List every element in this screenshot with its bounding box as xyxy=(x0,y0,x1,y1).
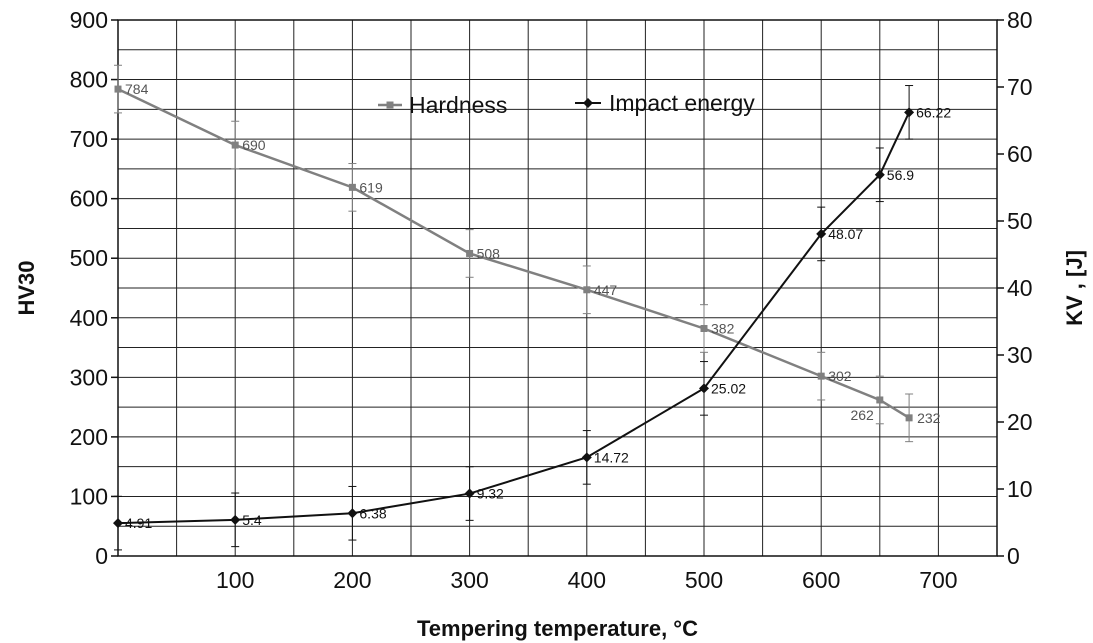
hardness-marker xyxy=(583,286,591,294)
impact-energy-data-label: 48.07 xyxy=(828,226,863,242)
x-tick-label: 400 xyxy=(568,567,606,593)
y-right-tick-label: 20 xyxy=(1007,409,1033,435)
x-tick-labels: 100 200 300 400 500 600 700 xyxy=(216,567,958,593)
y-right-tick-label: 10 xyxy=(1007,476,1033,502)
hardness-marker xyxy=(817,372,825,380)
impact-energy-marker xyxy=(904,107,915,118)
y-right-tick-label: 80 xyxy=(1007,7,1033,33)
hardness-data-label: 447 xyxy=(594,282,618,298)
y-left-tick-label: 900 xyxy=(70,7,108,33)
hardness-marker xyxy=(876,396,884,404)
x-axis-title: Tempering temperature, °C xyxy=(417,616,698,641)
series-markers xyxy=(113,85,915,529)
hardness-data-label: 508 xyxy=(477,245,501,261)
impact-energy-data-label: 25.02 xyxy=(711,380,746,396)
hardness-data-label: 232 xyxy=(917,410,941,426)
hardness-marker xyxy=(114,85,122,93)
series-lines xyxy=(117,87,911,525)
y-left-tick-label: 700 xyxy=(70,126,108,152)
hardness-marker xyxy=(231,141,239,149)
x-tick-label: 100 xyxy=(216,567,254,593)
y-left-tick-label: 200 xyxy=(70,424,108,450)
y-left-tick-label: 600 xyxy=(70,186,108,212)
y-left-tick-label: 300 xyxy=(70,364,108,390)
hardness-data-label: 784 xyxy=(125,81,149,97)
y-right-tick-labels: 0 10 20 30 40 50 60 70 80 xyxy=(997,7,1033,569)
y-left-tick-label: 400 xyxy=(70,305,108,331)
impact-energy-marker xyxy=(230,514,241,525)
x-tick-label: 500 xyxy=(685,567,723,593)
impact-energy-data-label: 4.91 xyxy=(125,515,152,531)
legend-hardness-marker xyxy=(386,101,394,109)
y-left-axis-title: HV30 xyxy=(14,260,39,315)
hardness-data-label: 302 xyxy=(828,368,852,384)
x-tick-label: 700 xyxy=(919,567,957,593)
hardness-data-label: 619 xyxy=(359,179,383,195)
impact-energy-marker xyxy=(874,169,885,180)
hardness-marker xyxy=(700,324,708,332)
impact-energy-data-label: 6.38 xyxy=(359,505,386,521)
legend-hardness-label: Hardness xyxy=(409,92,507,118)
hardness-line xyxy=(117,87,910,419)
y-right-tick-label: 30 xyxy=(1007,342,1033,368)
data-labels: 784 690 619 508 447 382 302 262 232 4.91 5.4 6.38 9.… xyxy=(125,81,951,531)
y-right-axis-title: KV , [J] xyxy=(1062,250,1087,326)
hardness-data-label: 690 xyxy=(242,137,266,153)
y-right-tick-label: 70 xyxy=(1007,74,1033,100)
hardness-data-label: 382 xyxy=(711,320,735,336)
hardness-marker xyxy=(466,249,474,257)
impact-energy-data-label: 9.32 xyxy=(477,486,504,502)
hardness-marker xyxy=(348,183,356,191)
impact-energy-marker xyxy=(113,518,123,529)
legend: Hardness Impact energy xyxy=(378,90,755,118)
y-right-tick-label: 60 xyxy=(1007,141,1033,167)
impact-energy-data-label: 14.72 xyxy=(594,449,629,465)
error-bars xyxy=(114,64,914,551)
y-left-tick-label: 100 xyxy=(70,483,108,509)
impact-energy-marker xyxy=(581,452,592,463)
y-left-tick-label: 500 xyxy=(70,245,108,271)
impact-energy-marker xyxy=(347,508,358,519)
x-tick-label: 200 xyxy=(333,567,371,593)
impact-energy-data-label: 56.9 xyxy=(887,167,914,183)
y-left-tick-label: 0 xyxy=(95,543,108,569)
x-tick-label: 300 xyxy=(450,567,488,593)
legend-impact-marker xyxy=(583,98,593,108)
y-left-tick-labels: 0 100 200 300 400 500 600 700 800 900 xyxy=(70,7,118,569)
hardness-marker xyxy=(905,414,913,422)
impact-energy-data-label: 5.4 xyxy=(242,512,262,528)
x-tick-label: 600 xyxy=(802,567,840,593)
y-right-tick-label: 0 xyxy=(1007,543,1020,569)
impact-energy-marker xyxy=(464,488,475,499)
y-left-tick-label: 800 xyxy=(70,67,108,93)
y-right-tick-label: 50 xyxy=(1007,208,1033,234)
y-right-tick-label: 40 xyxy=(1007,275,1033,301)
hardness-data-label: 262 xyxy=(850,407,874,423)
grid xyxy=(118,20,997,556)
impact-energy-marker xyxy=(699,383,709,394)
legend-impact-label: Impact energy xyxy=(609,90,755,116)
impact-energy-data-label: 66.22 xyxy=(916,104,951,120)
impact-energy-marker xyxy=(816,228,827,239)
